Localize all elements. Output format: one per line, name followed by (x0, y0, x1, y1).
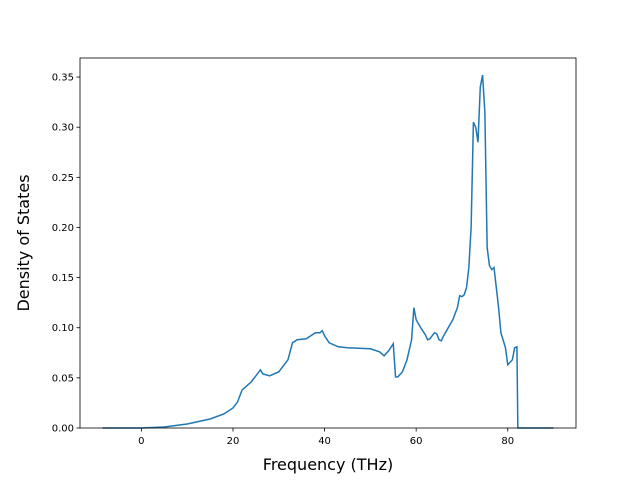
y-tick-label: 0.10 (52, 323, 74, 334)
x-axis-label: Frequency (THz) (263, 455, 393, 474)
y-axis-label: Density of States (14, 174, 33, 311)
x-tick-label: 60 (410, 436, 423, 447)
x-tick-label: 40 (318, 436, 331, 447)
y-tick-label: 0.30 (52, 123, 74, 134)
y-tick-label: 0.15 (52, 273, 74, 284)
y-tick-label: 0.05 (52, 373, 74, 384)
y-tick-label: 0.20 (52, 223, 74, 234)
y-tick-label: 0.25 (52, 173, 74, 184)
line (102, 74, 554, 429)
x-tick-label: 0 (138, 436, 144, 447)
plot-frame (79, 57, 577, 429)
x-tick-label: 20 (227, 436, 240, 447)
y-tick-label: 0.35 (52, 73, 74, 84)
y-tick-label: 0.00 (52, 424, 74, 435)
x-tick-label: 80 (501, 436, 514, 447)
